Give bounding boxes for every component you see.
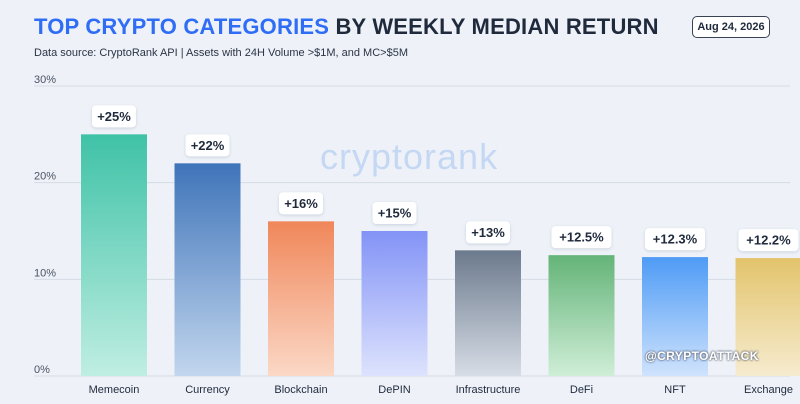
value-label-pill <box>185 134 230 157</box>
chart-title: TOP CRYPTO CATEGORIES BY WEEKLY MEDIAN R… <box>34 14 659 40</box>
value-label: +12.5% <box>559 230 604 245</box>
x-tick-label: Infrastructure <box>456 384 521 396</box>
title-accent: TOP CRYPTO CATEGORIES <box>34 14 330 39</box>
x-tick-label: Memecoin <box>89 384 140 396</box>
value-label-pill <box>551 226 612 249</box>
y-tick-label: 0% <box>34 364 50 376</box>
value-label-pill <box>466 221 510 244</box>
y-tick-label: 20% <box>34 171 56 183</box>
x-tick-label: DePIN <box>378 384 410 396</box>
bar-defi <box>548 255 615 376</box>
value-label-pill <box>372 202 417 224</box>
bar-depin <box>361 231 428 376</box>
y-tick-label: 10% <box>34 267 56 279</box>
bar-exchange <box>735 258 800 376</box>
bar-blockchain <box>268 221 334 376</box>
data-source-subtitle: Data source: CryptoRank API | Assets wit… <box>34 47 408 59</box>
bar-infrastructure <box>455 250 521 376</box>
x-tick-label: NFT <box>664 384 686 396</box>
value-label: +25% <box>97 109 131 124</box>
x-tick-label: Exchange <box>744 384 793 396</box>
value-label-pill <box>645 228 705 251</box>
value-label-pill <box>92 105 136 128</box>
bar-nft <box>642 257 708 376</box>
cryptorank-watermark: cryptorank <box>320 136 499 177</box>
value-label-pill <box>279 192 323 215</box>
author-handle: @CRYPTOATTACK <box>645 349 759 363</box>
x-tick-label: Blockchain <box>274 384 327 396</box>
value-label: +12.2% <box>746 233 791 248</box>
value-label-pill <box>738 229 799 252</box>
value-label: +12.3% <box>653 232 698 247</box>
bar-memecoin <box>81 134 147 376</box>
value-label: +13% <box>471 225 505 240</box>
x-tick-label: DeFi <box>570 384 593 396</box>
y-tick-label: 30% <box>34 74 56 86</box>
x-tick-label: Currency <box>185 384 230 396</box>
title-rest: BY WEEKLY MEDIAN RETURN <box>329 14 659 39</box>
date-badge: Aug 24, 2026 <box>692 16 770 38</box>
bar-currency <box>174 163 241 376</box>
value-label: +22% <box>191 138 225 153</box>
value-label: +15% <box>378 206 412 221</box>
value-label: +16% <box>284 196 318 211</box>
